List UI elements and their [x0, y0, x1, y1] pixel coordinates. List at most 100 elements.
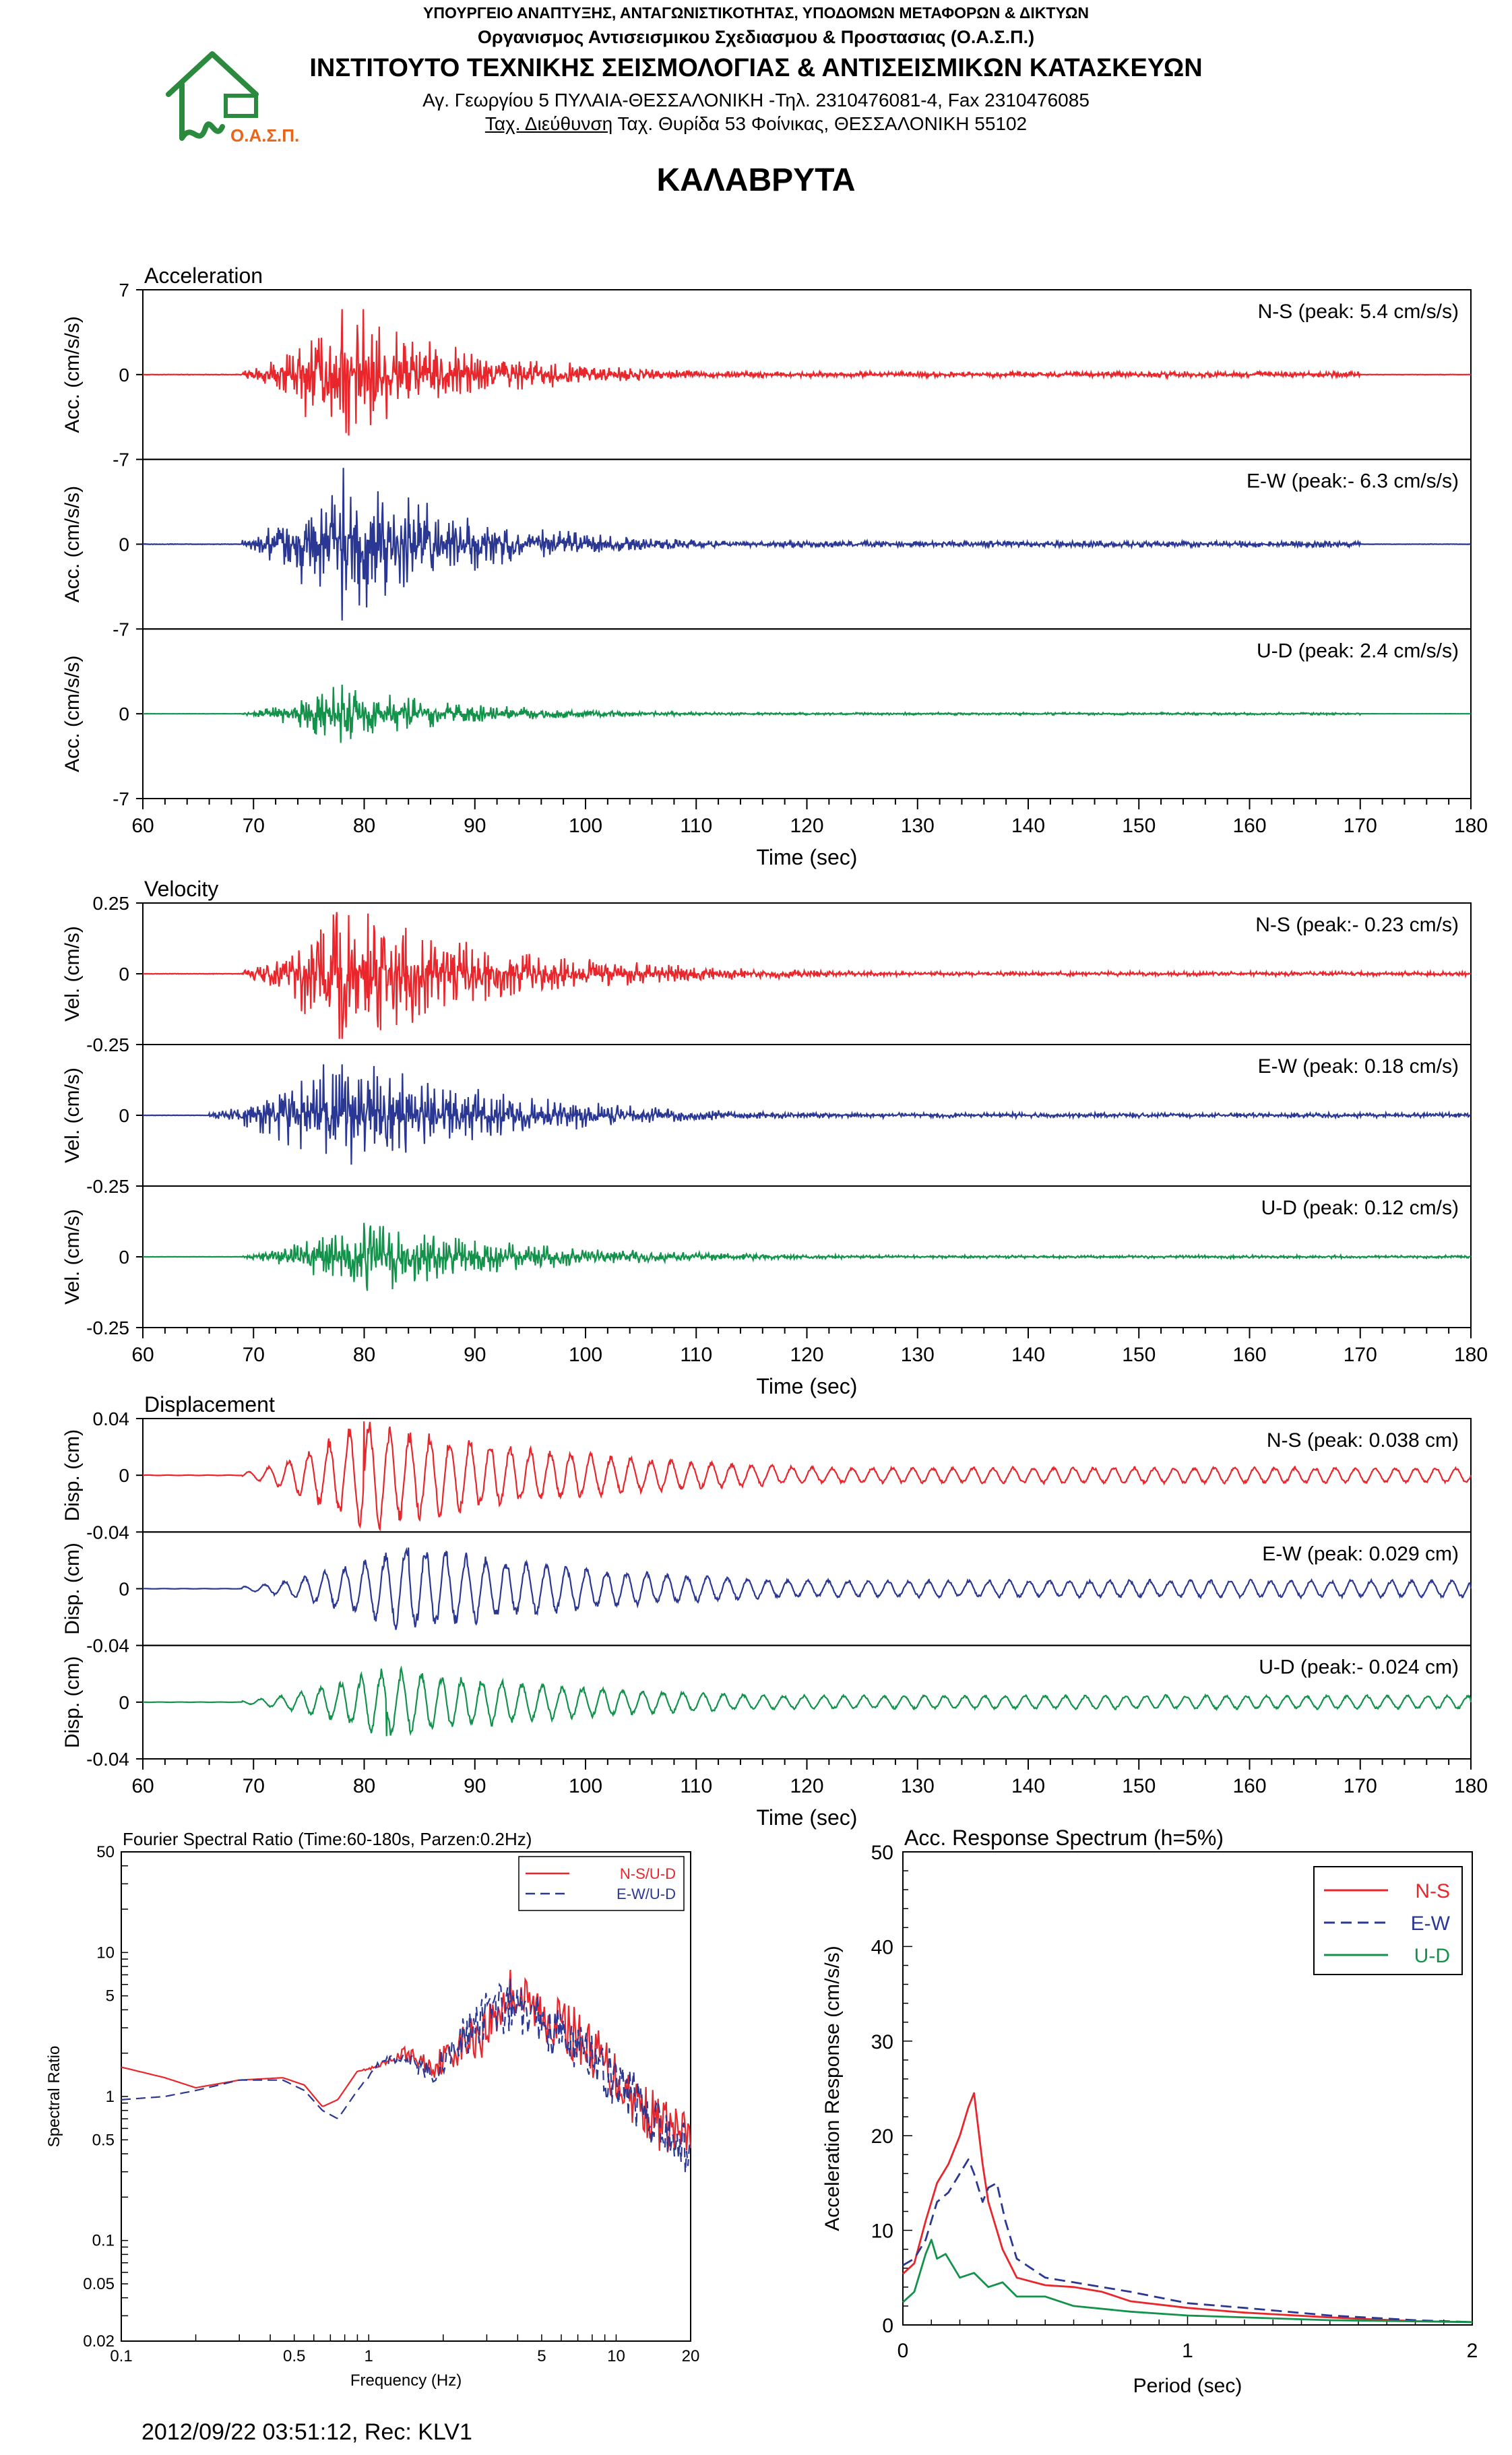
x-tick-label: 160: [1232, 815, 1266, 837]
series-label-u-d: U-D (peak: 0.12 cm/s): [1261, 1197, 1459, 1219]
x-tick-label: 120: [790, 815, 823, 837]
y-tick-label: 50: [871, 1842, 893, 1864]
y-tick-label: 0: [119, 1692, 129, 1713]
x-tick-label: 170: [1344, 815, 1377, 837]
x-tick-label: 2: [1467, 2340, 1478, 2362]
chart-title: Acceleration: [144, 263, 263, 288]
series-label-e-w: E-W (peak: 0.029 cm): [1262, 1543, 1459, 1565]
series-label-n-s: N-S (peak: 0.038 cm): [1267, 1429, 1459, 1452]
series-label-u-d: U-D (peak: 2.4 cm/s/s): [1257, 640, 1459, 662]
x-tick-label: 60: [131, 815, 154, 837]
y-axis-label: Acc. (cm/s/s): [61, 656, 84, 772]
y-tick-label: 1: [106, 2088, 115, 2106]
y-tick-label: -7: [113, 788, 129, 809]
x-tick-label: 160: [1232, 1775, 1266, 1797]
series-label-e-w: E-W (peak:- 6.3 cm/s/s): [1247, 470, 1459, 493]
y-tick-label: 0: [119, 964, 129, 985]
postal-line: Ταχ. Διεύθυνση Ταχ. Θυρίδα 53 Φοίνικας, …: [0, 113, 1512, 135]
y-tick-label: 7: [119, 280, 129, 301]
y-tick-label: -7: [113, 619, 129, 640]
series-label-e-w: E-W (peak: 0.18 cm/s): [1258, 1055, 1459, 1078]
ministry-line: ΥΠΟΥΡΓΕΙΟ ΑΝΑΠΤΥΞΗΣ, ΑΝΤΑΓΩΝΙΣΤΙΚΟΤΗΤΑΣ,…: [423, 4, 1089, 22]
series-trace-n-s: [142, 309, 1471, 436]
legend-label: U-D: [1414, 1945, 1450, 1967]
chart-title: Velocity: [144, 877, 218, 901]
legend-label: N-S: [1415, 1880, 1450, 1902]
y-tick-label: 50: [96, 1843, 115, 1861]
legend-box: [1313, 1866, 1463, 1975]
y-tick-label: 0.5: [92, 2131, 115, 2149]
x-tick-label: 170: [1344, 1344, 1377, 1366]
y-tick-label: 40: [871, 1936, 893, 1958]
x-tick-label: 100: [569, 1344, 602, 1366]
series-trace-n-s: [902, 2092, 1473, 2324]
series-trace-e-w: [142, 468, 1471, 621]
x-tick-label: 0.5: [283, 2347, 305, 2365]
series-trace-e-w: [142, 1547, 1472, 1630]
x-tick-label: 60: [131, 1775, 154, 1797]
series-trace-u-d: [143, 1665, 1472, 1737]
y-axis-label: Disp. (cm): [61, 1656, 84, 1749]
y-tick-label: 10: [96, 1944, 115, 1962]
x-tick-label: 110: [680, 1775, 712, 1797]
series-label-n-s: N-S (peak: 5.4 cm/s/s): [1258, 301, 1459, 323]
x-tick-label: 90: [464, 1775, 486, 1797]
y-tick-label: 10: [871, 2220, 893, 2243]
x-tick-label: 1: [365, 2347, 373, 2365]
x-axis-label: Time (sec): [757, 1805, 858, 1830]
series-trace-n-s: [142, 912, 1471, 1039]
x-tick-label: 150: [1122, 1775, 1156, 1797]
y-axis-label: Vel. (cm/s): [61, 1209, 84, 1305]
legend-label: E-W/U-D: [617, 1886, 676, 1902]
x-tick-label: 130: [901, 815, 935, 837]
chart-fourier-ratio: Fourier Spectral Ratio (Time:60-180s, Pa…: [45, 1829, 699, 2390]
y-tick-label: 0.04: [93, 1408, 130, 1429]
x-tick-label: 180: [1454, 1344, 1488, 1366]
series-trace-u-d: [142, 684, 1472, 743]
y-tick-label: 5: [106, 1987, 115, 2006]
x-tick-label: 180: [1454, 815, 1488, 837]
x-axis-label: Period (sec): [1133, 2375, 1242, 2397]
x-tick-label: 140: [1011, 1775, 1045, 1797]
x-tick-label: 170: [1344, 1775, 1377, 1797]
chart-title: Displacement: [144, 1392, 275, 1417]
x-tick-label: 5: [537, 2347, 546, 2365]
y-axis-label: Spectral Ratio: [45, 2046, 63, 2148]
address-line: Αγ. Γεωργίου 5 ΠΥΛΑΙΑ-ΘΕΣΣΑΛΟΝΙΚΗ -Τηλ. …: [422, 90, 1090, 111]
y-tick-label: 0: [119, 704, 129, 724]
station-name: ΚΑΛΑΒΡΥΤΑ: [656, 162, 856, 198]
y-tick-label: 0.25: [93, 893, 130, 914]
y-tick-label: -7: [113, 449, 129, 470]
series-trace-u-d: [142, 1222, 1472, 1291]
chart-title: Acc. Response Spectrum (h=5%): [904, 1826, 1224, 1850]
chart-response-spectrum: Acc. Response Spectrum (h=5%)0 1 201020304…: [821, 1826, 1478, 2397]
x-tick-label: 180: [1454, 1775, 1488, 1797]
x-tick-label: 80: [353, 1775, 375, 1797]
y-tick-label: 0.05: [83, 2275, 115, 2293]
x-tick-label: 0: [897, 2340, 909, 2362]
y-axis-label: Vel. (cm/s): [61, 1067, 84, 1163]
x-tick-label: 90: [464, 1344, 486, 1366]
x-tick-label: 60: [131, 1344, 154, 1366]
series-trace-e-w-u-d: [121, 1979, 692, 2173]
x-tick-label: 70: [243, 1775, 265, 1797]
x-tick-label: 110: [680, 815, 712, 837]
postal-label: Ταχ. Διεύθυνση: [484, 113, 613, 134]
y-tick-label: -0.04: [86, 1636, 129, 1656]
y-tick-label: -0.25: [86, 1176, 129, 1197]
x-tick-label: 130: [901, 1344, 935, 1366]
y-tick-label: -0.25: [86, 1034, 129, 1055]
y-tick-label: 0: [119, 1105, 129, 1126]
x-tick-label: 70: [243, 815, 265, 837]
x-tick-label: 100: [569, 1775, 602, 1797]
y-tick-label: -0.25: [86, 1317, 129, 1338]
institute-title: ΙΝΣΤΙΤΟΥΤΟ ΤΕΧΝΙΚΗΣ ΣΕΙΣΜΟΛΟΓΙΑΣ & ΑΝΤΙΣ…: [309, 54, 1203, 82]
x-tick-label: 110: [680, 1344, 712, 1366]
organization-line: Οργανισμος Αντισεισμικου Σχεδιασμου & Πρ…: [477, 27, 1035, 47]
y-tick-label: 0: [119, 1579, 129, 1600]
series-trace-e-w: [142, 1064, 1472, 1165]
y-axis-label: Vel. (cm/s): [61, 926, 84, 1022]
y-axis-label: Acc. (cm/s/s): [61, 486, 84, 602]
